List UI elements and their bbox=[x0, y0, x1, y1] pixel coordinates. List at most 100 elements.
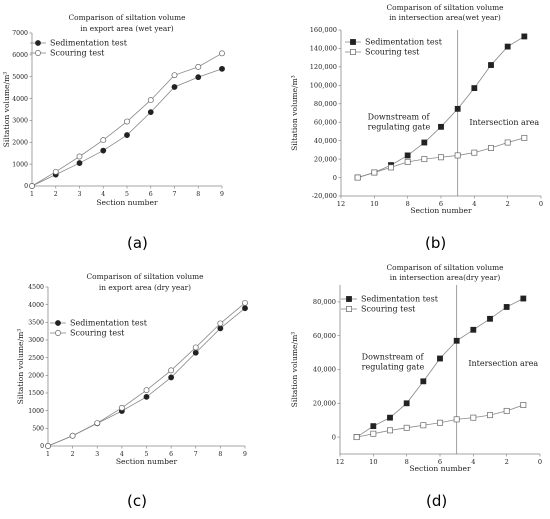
data-point bbox=[192, 349, 199, 356]
legend-label: Scouring test bbox=[70, 329, 125, 338]
x-tick-label: 5 bbox=[125, 191, 129, 198]
x-tick-label: 2 bbox=[71, 451, 75, 458]
x-tick-label: 4 bbox=[471, 458, 475, 466]
x-tick-label: 10 bbox=[370, 200, 378, 208]
chart-panel-b: Comparison of siltation volume in interse… bbox=[275, 0, 550, 258]
chart-title-line: in intersection area(dry year) bbox=[390, 273, 501, 282]
legend-label: Sedimentation test bbox=[365, 38, 443, 47]
x-tick-label: 8 bbox=[196, 191, 200, 198]
x-tick-label: 8 bbox=[405, 458, 409, 466]
x-tick-label: 9 bbox=[220, 191, 224, 198]
x-tick-label: 6 bbox=[149, 191, 153, 198]
legend-marker bbox=[346, 306, 352, 312]
x-tick-label: 1 bbox=[30, 191, 34, 198]
region-annotation: regulating gate bbox=[362, 362, 425, 371]
data-point bbox=[420, 378, 427, 385]
x-tick-label: 3 bbox=[95, 451, 99, 458]
data-point bbox=[404, 152, 411, 159]
data-point bbox=[100, 137, 107, 144]
x-tick-label: 4 bbox=[101, 191, 105, 198]
x-tick-label: 0 bbox=[539, 200, 543, 208]
x-tick-label: 8 bbox=[218, 451, 222, 458]
y-tick-label: 500 bbox=[32, 426, 44, 433]
data-point bbox=[503, 407, 510, 414]
data-point bbox=[521, 134, 528, 141]
legend-marker bbox=[346, 296, 352, 302]
legend-marker bbox=[35, 40, 41, 46]
legend-marker bbox=[35, 50, 41, 56]
x-tick-label: 2 bbox=[506, 200, 510, 208]
data-point bbox=[45, 443, 51, 449]
data-point bbox=[421, 139, 428, 146]
y-tick-label: 0 bbox=[40, 443, 44, 450]
data-point bbox=[387, 427, 393, 434]
data-point bbox=[168, 374, 175, 381]
legend-marker bbox=[55, 320, 61, 326]
y-tick-label: 0 bbox=[332, 433, 336, 441]
data-point bbox=[118, 404, 125, 411]
x-tick-label: 6 bbox=[439, 200, 443, 208]
panel-caption-a: (a) bbox=[127, 234, 148, 252]
data-point bbox=[371, 169, 378, 176]
data-point bbox=[453, 337, 460, 344]
y-tick-label: 20,000 bbox=[313, 400, 336, 408]
x-tick-label: 4 bbox=[472, 200, 476, 208]
data-point bbox=[487, 412, 493, 419]
data-point bbox=[470, 326, 477, 333]
y-axis-label: Siltation volume/m³ bbox=[2, 72, 11, 148]
region-annotation: Downstream of bbox=[368, 112, 431, 121]
data-point bbox=[520, 295, 527, 302]
data-point bbox=[454, 105, 461, 112]
legend-label: Scouring test bbox=[50, 49, 105, 58]
data-point bbox=[242, 305, 248, 312]
data-point bbox=[370, 423, 377, 430]
x-tick-label: 5 bbox=[145, 451, 149, 458]
data-point bbox=[192, 344, 199, 351]
legend-label: Scouring test bbox=[361, 305, 416, 314]
y-tick-label: 3000 bbox=[28, 337, 44, 344]
data-point bbox=[503, 304, 510, 310]
data-point bbox=[168, 367, 175, 374]
data-point bbox=[171, 72, 178, 79]
data-point bbox=[504, 43, 511, 50]
region-annotation: Intersection area bbox=[468, 359, 538, 368]
data-point bbox=[370, 430, 377, 437]
region-annotation: Downstream of bbox=[362, 352, 425, 361]
data-point bbox=[242, 299, 248, 306]
data-point bbox=[76, 160, 83, 166]
chart-c: Comparison of siltation volume in export … bbox=[16, 272, 248, 466]
y-tick-label: 140,000 bbox=[310, 45, 337, 53]
legend-marker bbox=[350, 49, 356, 55]
data-point bbox=[217, 320, 224, 327]
x-tick-label: 2 bbox=[505, 458, 509, 466]
chart-panel-d: Comparison of siltation volume in interse… bbox=[275, 258, 550, 515]
data-point bbox=[420, 422, 427, 429]
x-tick-label: 2 bbox=[54, 191, 58, 198]
y-tick-label: 60,000 bbox=[314, 118, 337, 126]
data-point bbox=[94, 420, 101, 426]
data-point bbox=[143, 393, 150, 400]
series-scouring-test bbox=[354, 134, 528, 181]
y-tick-label: 120,000 bbox=[310, 63, 337, 71]
data-point bbox=[471, 149, 478, 156]
data-point bbox=[124, 118, 130, 125]
y-tick-label: 80,000 bbox=[314, 100, 337, 108]
x-tick-label: 9 bbox=[243, 451, 247, 458]
legend-label: Sedimentation test bbox=[361, 295, 439, 304]
data-point bbox=[124, 132, 130, 138]
y-tick-label: 40,000 bbox=[314, 137, 337, 145]
x-tick-label: 7 bbox=[173, 191, 177, 198]
panel-caption-c: (c) bbox=[127, 492, 147, 510]
x-tick-label: 3 bbox=[78, 191, 82, 198]
data-point bbox=[69, 432, 76, 439]
data-point bbox=[453, 416, 460, 423]
data-point bbox=[421, 156, 428, 163]
series-scouring-test bbox=[29, 50, 225, 189]
data-point bbox=[29, 183, 35, 189]
x-tick-label: 8 bbox=[406, 200, 410, 208]
